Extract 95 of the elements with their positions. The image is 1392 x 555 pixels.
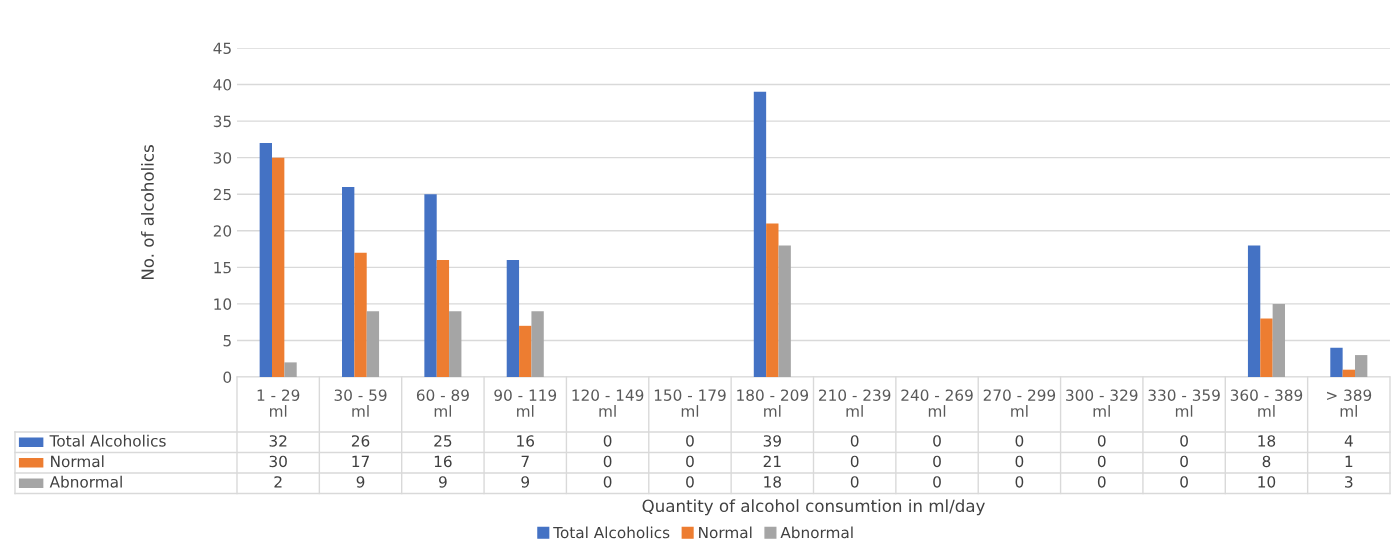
bar	[753, 91, 767, 377]
data-label: 18	[764, 476, 781, 488]
data-label: 0	[1015, 435, 1024, 447]
bar	[531, 311, 544, 377]
data-label: 9	[356, 476, 365, 488]
data-label: 0	[1097, 435, 1106, 447]
data-label: 0	[1015, 476, 1024, 488]
bar	[272, 157, 285, 377]
y-axis-title: No. of alcoholics	[141, 145, 154, 280]
data-label: 16	[434, 455, 452, 468]
data-label: 0	[850, 476, 859, 488]
data-label: 10	[1258, 476, 1276, 488]
legend-label: Normal	[699, 526, 752, 539]
data-label: 21	[763, 455, 781, 467]
data-label: 7	[521, 455, 529, 467]
data-label: 0	[1097, 476, 1106, 488]
x-tick-label: 150 - 179 ml	[654, 389, 726, 417]
x-tick-label: 330 - 359 ml	[1148, 389, 1220, 417]
y-tick-label: 25	[213, 188, 231, 201]
data-label: 0	[850, 435, 859, 447]
bar	[1260, 318, 1273, 377]
bar	[342, 186, 355, 377]
data-label: 16	[517, 435, 535, 447]
data-label: 26	[351, 435, 370, 447]
bar	[354, 252, 367, 377]
x-tick-label: 90 - 119 ml	[494, 389, 557, 417]
bar	[424, 194, 437, 377]
text: Normal	[51, 455, 104, 468]
x-tick-label: 1 - 29 ml	[257, 389, 300, 417]
bar	[1247, 245, 1261, 377]
x-tick-label: 240 - 269 ml	[901, 389, 973, 417]
y-tick-label: 45	[213, 42, 231, 55]
data-label: 9	[521, 476, 530, 488]
data-label: 0	[1015, 455, 1024, 468]
bar	[506, 260, 520, 377]
bar	[766, 223, 779, 377]
y-tick-label: 0	[223, 371, 232, 384]
bar	[1342, 369, 1355, 377]
data-label: 39	[763, 435, 781, 447]
data-label: 30	[269, 455, 287, 468]
data-label: 1	[1345, 455, 1353, 467]
data-label: 0	[603, 435, 612, 447]
data-label: 0	[686, 455, 694, 468]
y-tick-label: 10	[214, 298, 232, 310]
y-tick-label: 40	[213, 79, 232, 91]
data-label: 0	[1180, 435, 1188, 447]
data-label: 32	[269, 435, 287, 447]
bar	[259, 143, 272, 377]
x-tick-label: 120 - 149 ml	[572, 389, 644, 417]
bar	[1272, 303, 1285, 377]
data-label: 0	[686, 476, 694, 488]
text: Abnormal	[49, 475, 122, 488]
x-tick-label: 60 - 89 ml	[416, 389, 469, 417]
data-label: 18	[1258, 435, 1276, 447]
y-tick-label: 35	[213, 115, 231, 128]
data-label: 3	[1345, 476, 1353, 488]
y-tick-label: 15	[214, 262, 231, 274]
data-label: 8	[1262, 455, 1271, 468]
data-label: 0	[686, 435, 694, 447]
data-label: 0	[1097, 455, 1106, 468]
data-label: 0	[933, 476, 941, 488]
bar	[1355, 355, 1368, 377]
bar	[366, 311, 380, 377]
x-tick-label: 300 - 329 ml	[1066, 389, 1138, 417]
bar	[449, 311, 462, 377]
legend-label: Abnormal	[780, 526, 853, 539]
x-tick-label: > 389 ml	[1327, 389, 1372, 417]
bar	[284, 362, 297, 377]
data-label: 4	[1344, 435, 1353, 447]
y-tick-label: 20	[213, 225, 232, 237]
data-label: 0	[850, 455, 859, 468]
data-label: 9	[438, 476, 447, 488]
data-label: 0	[1180, 476, 1188, 488]
y-tick-label: 5	[223, 335, 231, 347]
x-tick-label: 180 - 209 ml	[737, 389, 809, 417]
x-tick-label: 270 - 299 ml	[983, 389, 1056, 417]
x-tick-label: 360 - 389 ml	[1230, 389, 1303, 417]
x-tick-label: 210 - 239 ml	[819, 389, 891, 417]
data-label: 0	[933, 435, 941, 447]
data-label: 0	[1180, 455, 1188, 468]
data-label: 2	[274, 476, 282, 488]
data-label: 0	[933, 455, 941, 468]
x-tick-label: 30 - 59 ml	[334, 389, 387, 417]
text: Total Alcoholics	[553, 526, 670, 539]
legend-label: Total Alcoholics	[49, 434, 166, 447]
bar	[519, 325, 532, 377]
x-axis-title: Quantity of alcohol consumtion in ml/day	[642, 499, 985, 516]
data-label: 17	[352, 455, 369, 467]
y-tick-label: 30	[213, 152, 232, 164]
bar	[436, 260, 450, 377]
data-label: 0	[603, 455, 612, 468]
data-label: 0	[603, 476, 612, 488]
data-label: 25	[434, 435, 452, 447]
bar	[1330, 347, 1343, 377]
bar	[778, 245, 791, 377]
